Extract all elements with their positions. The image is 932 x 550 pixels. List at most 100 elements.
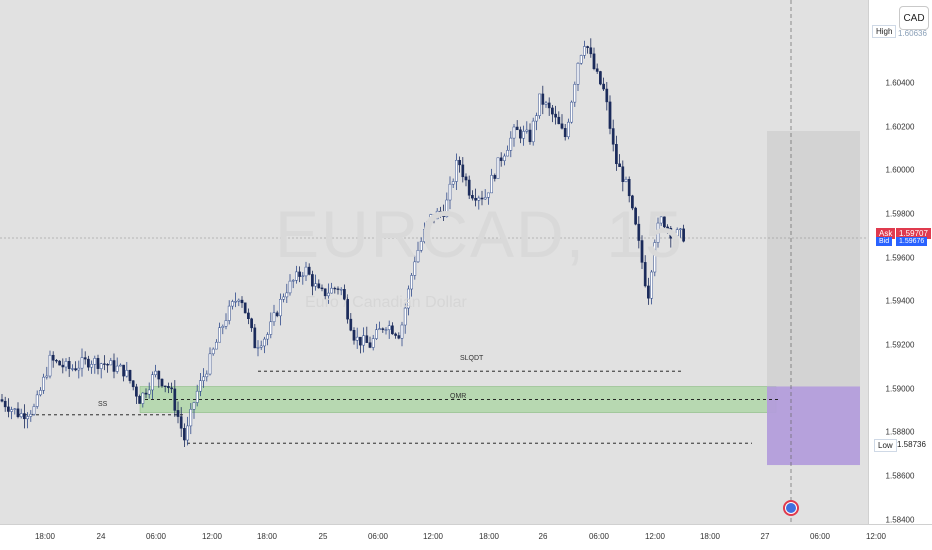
candle-body	[170, 387, 173, 390]
candle-body	[317, 283, 321, 289]
candle-body	[397, 335, 401, 339]
candle-body	[195, 390, 199, 403]
candle-body	[144, 392, 148, 395]
candle-body	[611, 128, 615, 145]
watermark-description: Euro / Canadian Dollar	[305, 294, 467, 311]
candle-body	[211, 348, 215, 355]
candle-body	[301, 275, 305, 277]
candle-body	[192, 402, 196, 410]
time-tick-label: 06:00	[367, 532, 389, 541]
candle-body	[103, 363, 106, 365]
candle-body	[253, 327, 257, 349]
candle-body	[490, 175, 493, 194]
candle-body	[509, 137, 513, 151]
ss-label: SS	[98, 401, 108, 408]
candle-body	[119, 364, 122, 367]
candle-body	[80, 357, 84, 369]
zone-gray	[767, 131, 860, 387]
candle-body	[45, 375, 49, 378]
candle-body	[138, 396, 141, 404]
candle-body	[522, 131, 525, 139]
candle-body	[298, 271, 301, 277]
candle-body	[199, 380, 202, 392]
time-axis[interactable]	[0, 524, 932, 550]
candle-body	[586, 46, 589, 48]
candle-body	[151, 374, 154, 391]
price-axis[interactable]	[868, 0, 932, 550]
candle-body	[656, 222, 660, 243]
candle-body	[512, 126, 516, 139]
candle-body	[224, 320, 228, 327]
candle-body	[535, 115, 538, 122]
candle-body	[205, 373, 209, 378]
candle-body	[435, 210, 439, 220]
candle-body	[106, 364, 109, 366]
candle-body	[128, 369, 132, 381]
candle-body	[237, 299, 241, 302]
candle-body	[125, 369, 129, 377]
candle-body	[35, 394, 39, 407]
candle-body	[272, 312, 276, 323]
candle-body	[474, 197, 477, 201]
candle-body	[391, 325, 394, 335]
candle-body	[608, 101, 612, 129]
candle-body	[499, 157, 503, 161]
candle-body	[506, 150, 509, 157]
price-tick-label: 1.59200	[885, 340, 915, 350]
candle-body	[503, 155, 506, 161]
time-tick-label: 12:00	[865, 532, 887, 541]
candle-body	[378, 328, 381, 331]
high-tag: High	[872, 25, 897, 38]
low-value: 1.58736	[897, 440, 926, 449]
candle-body	[429, 214, 433, 222]
candle-body	[592, 53, 596, 70]
candle-body	[352, 329, 356, 341]
price-tick-label: 1.58800	[885, 427, 915, 437]
candle-body	[448, 183, 452, 201]
price-tick-label: 1.59600	[885, 253, 915, 263]
candle-body	[426, 221, 429, 230]
candle-body	[314, 283, 317, 287]
alert-icon[interactable]	[783, 500, 799, 516]
candle-body	[250, 318, 253, 329]
candle-body	[416, 250, 420, 263]
candle-body	[147, 389, 151, 395]
candle-body	[275, 312, 279, 317]
candle-body	[615, 144, 618, 165]
candle-body	[157, 370, 161, 380]
candle-body	[186, 425, 189, 441]
candle-body	[618, 163, 621, 167]
candle-body	[343, 289, 346, 300]
candle-body	[32, 406, 36, 415]
candle-body	[266, 334, 269, 340]
currency-button[interactable]: CAD	[899, 6, 929, 30]
candle-body	[442, 212, 445, 217]
candle-body	[282, 296, 285, 300]
watermark-symbol: EURCAD, 15	[275, 197, 684, 271]
candle-body	[464, 176, 468, 181]
candle-body	[269, 321, 273, 335]
candle-body	[547, 102, 551, 109]
ask-value: 1.59707	[896, 228, 931, 239]
candle-body	[346, 299, 349, 320]
candle-body	[544, 102, 548, 105]
time-tick-label: 25	[318, 532, 328, 541]
candle-body	[167, 386, 170, 389]
candle-body	[567, 121, 570, 138]
candle-body	[163, 385, 167, 387]
time-tick-label: 18:00	[256, 532, 278, 541]
candle-body	[77, 367, 81, 371]
candle-body	[83, 357, 87, 360]
candle-body	[109, 360, 113, 366]
price-tick-label: 1.59000	[885, 384, 915, 394]
candle-body	[451, 181, 455, 185]
time-tick-label: 06:00	[588, 532, 610, 541]
candle-body	[528, 129, 532, 143]
price-tick-label: 1.59400	[885, 296, 915, 306]
candle-body	[131, 380, 135, 388]
candle-body	[176, 410, 180, 417]
candle-body	[487, 192, 490, 198]
candle-body	[669, 227, 673, 239]
